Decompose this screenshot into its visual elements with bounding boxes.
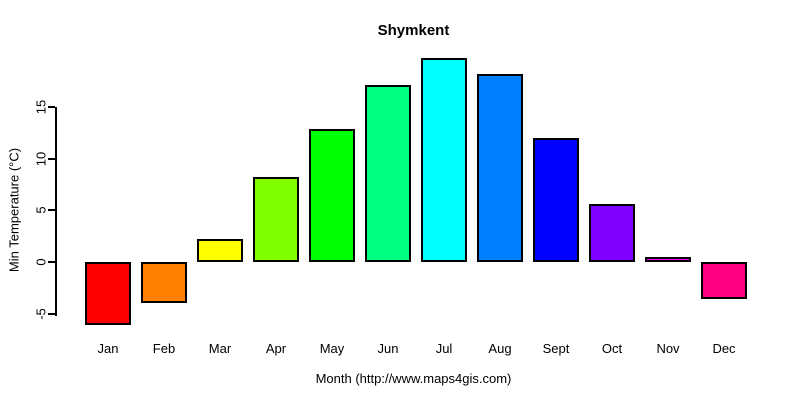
x-category-label-may: May: [319, 341, 345, 356]
bar-jan: [85, 262, 131, 326]
y-tick-mark-0: [48, 261, 55, 263]
x-category-label-jul: Jul: [435, 341, 453, 356]
bar-feb: [141, 262, 187, 304]
x-category-label-jan: Jan: [97, 341, 119, 356]
y-tick-mark--5: [48, 312, 55, 315]
y-tick-label-15: 15: [33, 99, 49, 115]
x-category-label-dec: Dec: [712, 341, 736, 356]
x-category-label-sept: Sept: [542, 341, 570, 356]
x-category-label-nov: Nov: [656, 341, 680, 356]
bar-jun: [365, 85, 411, 262]
x-category-label-apr: Apr: [265, 341, 287, 356]
x-axis-title: Month (http://www.maps4gis.com): [315, 371, 512, 386]
y-tick-mark-10: [48, 157, 55, 160]
y-tick-mark-15: [48, 105, 55, 108]
bar-dec: [701, 262, 747, 300]
bar-may: [309, 128, 355, 262]
bar-oct: [589, 204, 635, 262]
y-tick-label-0: 0: [33, 258, 49, 266]
bar-nov: [645, 256, 691, 262]
y-tick-label--5: -5: [33, 307, 49, 320]
y-tick-label-10: 10: [33, 151, 49, 166]
y-tick-label-5: 5: [33, 206, 49, 214]
chart-title: Shymkent: [377, 22, 450, 39]
bar-mar: [197, 239, 243, 262]
bar-aug: [477, 73, 523, 262]
bar-sept: [533, 137, 579, 262]
bar-jul: [421, 58, 467, 262]
y-axis-title: Min Temperature (°C): [6, 147, 22, 273]
x-category-label-aug: Aug: [488, 341, 512, 356]
x-category-label-jun: Jun: [377, 341, 399, 356]
y-tick-mark-5: [48, 209, 55, 212]
y-axis-line: [55, 106, 57, 316]
x-category-label-oct: Oct: [601, 341, 623, 356]
x-category-label-feb: Feb: [152, 341, 176, 356]
x-category-label-mar: Mar: [208, 341, 232, 356]
bar-apr: [253, 177, 299, 262]
